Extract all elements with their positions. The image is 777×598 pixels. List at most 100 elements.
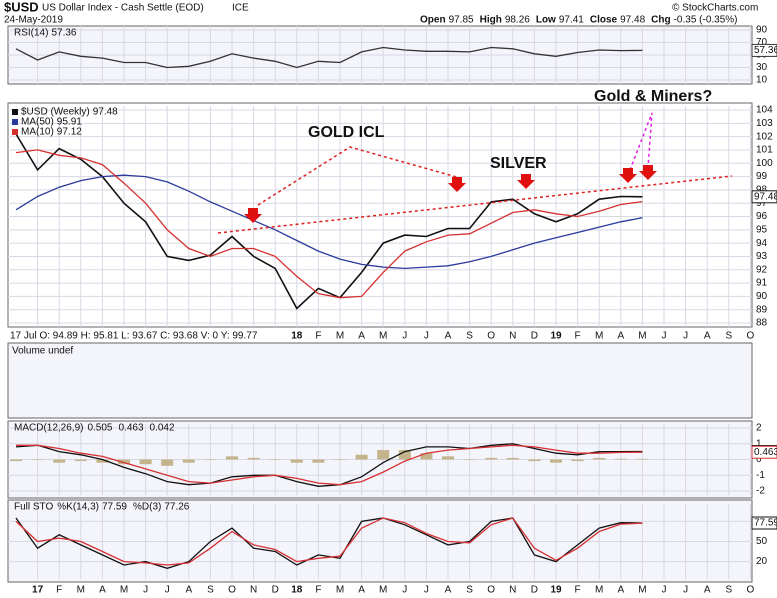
histogram-bar xyxy=(398,450,411,460)
y-tick-label: -1 xyxy=(756,470,765,481)
histogram-bar xyxy=(269,459,282,460)
y-tick-label: 10 xyxy=(756,75,768,86)
y-tick-label: 92 xyxy=(756,264,768,275)
y-tick-label: 94 xyxy=(756,238,768,249)
x-tick-label: M xyxy=(336,331,344,342)
value-tag xyxy=(751,43,777,57)
legend-value: 77.26 xyxy=(164,502,189,513)
y-tick-label: 104 xyxy=(756,105,773,116)
x-tick-label: F xyxy=(315,331,321,342)
histogram-bar xyxy=(528,459,541,462)
series-line xyxy=(16,444,643,486)
legend-label: %K(14,3) xyxy=(57,502,99,513)
histogram-bar xyxy=(463,459,476,460)
x-tick-label: F xyxy=(575,331,581,342)
legend-value: 77.59 xyxy=(102,502,127,513)
histogram-bar xyxy=(550,459,562,463)
x-tick-label: J xyxy=(683,585,688,596)
change-label: Chg xyxy=(651,15,670,26)
histogram-bar xyxy=(96,459,109,463)
y-tick-label: 97 xyxy=(756,198,768,209)
histogram-bar xyxy=(420,453,433,460)
instrument-name: US Dollar Index - Cash Settle (EOD) xyxy=(42,3,204,14)
x-tick-label: J xyxy=(424,331,429,342)
x-tick-label: 18 xyxy=(291,585,303,596)
x-tick-label: A xyxy=(358,585,365,596)
y-tick-label: 1 xyxy=(756,438,762,449)
series-line xyxy=(15,443,643,487)
y-tick-label: 91 xyxy=(756,278,768,289)
x-tick-label: 17 xyxy=(32,585,44,596)
exchange: ICE xyxy=(232,3,249,14)
x-tick-label: N xyxy=(250,585,257,596)
quote-label: Close xyxy=(590,15,618,26)
histogram-bar xyxy=(204,459,217,460)
change-value: -0.35 (-0.35%) xyxy=(674,15,738,26)
histogram-bar xyxy=(182,459,195,463)
value-tag-label: 97.48 xyxy=(754,191,777,202)
x-tick-label: S xyxy=(725,585,732,596)
y-tick-label: 2 xyxy=(756,423,762,434)
x-tick-label: M xyxy=(638,331,646,342)
series-line xyxy=(15,149,643,299)
x-tick-label: F xyxy=(56,585,62,596)
x-tick-label: J xyxy=(683,331,688,342)
x-tick-label: J xyxy=(424,585,429,596)
x-tick-label: D xyxy=(531,331,538,342)
quote-value: 97.41 xyxy=(559,15,584,26)
x-tick-label: 19 xyxy=(550,585,562,596)
histogram-bar xyxy=(355,454,368,460)
x-tick-label: M xyxy=(120,585,128,596)
y-tick-label: 20 xyxy=(756,556,768,567)
quote-value: 98.26 xyxy=(505,15,530,26)
y-tick-label: -2 xyxy=(756,486,765,497)
annotation: SILVER xyxy=(490,155,547,172)
x-tick-label: M xyxy=(77,585,85,596)
y-tick-label: 88 xyxy=(756,318,768,329)
x-tick-label: O xyxy=(747,585,755,596)
pointer-line xyxy=(257,146,461,206)
histogram-bar xyxy=(334,459,346,460)
legend-swatch xyxy=(12,129,18,135)
legend-swatch xyxy=(12,119,18,125)
x-tick-label: M xyxy=(379,585,387,596)
x-tick-label: O xyxy=(747,331,755,342)
legend-value: 95.91 xyxy=(57,117,82,128)
series-line xyxy=(15,133,643,310)
date: 24-May-2019 xyxy=(4,15,63,26)
y-tick-label: 99 xyxy=(756,171,768,182)
x-tick-label: A xyxy=(704,585,711,596)
trend-line xyxy=(217,175,733,234)
legend-value: 0.505 xyxy=(87,423,112,434)
x-tick-label: S xyxy=(725,331,732,342)
series-line xyxy=(15,517,643,566)
x-tick-label: O xyxy=(487,585,495,596)
header: $USD US Dollar Index - Cash Settle (EOD)… xyxy=(4,0,758,26)
x-tick-label: M xyxy=(595,585,603,596)
series-line xyxy=(15,46,643,69)
volume-panel xyxy=(7,342,753,419)
value-tag-label: 77.59 xyxy=(754,518,777,529)
panel-title: Volume undef xyxy=(12,346,73,357)
x-axis-strip xyxy=(8,328,752,342)
x-tick-label: M xyxy=(379,331,387,342)
histogram-bar xyxy=(571,459,584,462)
arrow xyxy=(517,174,535,189)
annotation: GOLD ICL xyxy=(308,124,385,141)
y-tick-label: 90 xyxy=(756,25,768,36)
panel-title: Full STO xyxy=(14,502,53,513)
histogram-bar xyxy=(312,459,325,463)
x-tick-label: S xyxy=(466,331,473,342)
pointer-line xyxy=(629,112,653,171)
legend-value: 97.12 xyxy=(57,127,82,138)
y-tick-label: 98 xyxy=(756,185,768,196)
hover-info: 17 Jul O: 94.89 H: 95.81 L: 93.67 C: 93.… xyxy=(10,331,258,342)
value-tag xyxy=(751,445,777,459)
y-tick-label: 101 xyxy=(756,145,773,156)
legend-value: 57.36 xyxy=(51,28,76,39)
x-tick-label: O xyxy=(487,331,495,342)
x-tick-label: S xyxy=(466,585,473,596)
x-tick-label: A xyxy=(617,331,624,342)
y-tick-label: 95 xyxy=(756,224,768,235)
arrow xyxy=(619,168,637,183)
